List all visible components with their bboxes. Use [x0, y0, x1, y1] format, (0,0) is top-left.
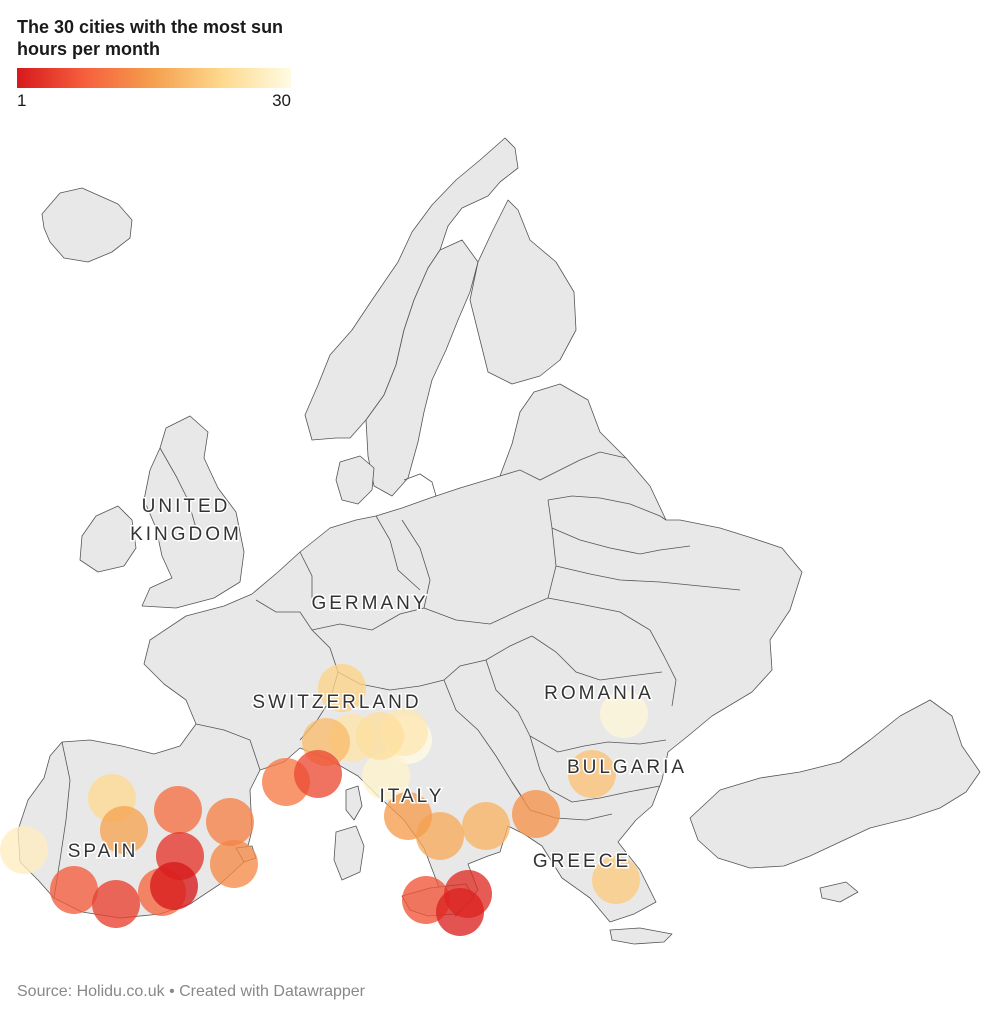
city-marker-rank-5[interactable] [92, 880, 140, 928]
denmark-shape [335, 455, 375, 505]
border-line [375, 515, 421, 591]
border-line [423, 499, 557, 625]
finland-shape [469, 199, 577, 385]
color-legend: 1 30 [17, 68, 291, 110]
border-line [529, 735, 661, 803]
crete-shape [609, 927, 673, 945]
city-marker-rank-16[interactable] [100, 806, 148, 854]
germany-label: GERMANY [311, 593, 428, 614]
border-line [531, 635, 663, 681]
city-marker-rank-24[interactable] [356, 712, 404, 760]
city-marker-rank-12[interactable] [206, 798, 254, 846]
city-marker-rank-6[interactable] [294, 750, 342, 798]
ireland-shape [79, 505, 137, 573]
city-marker-rank-29[interactable] [600, 690, 648, 738]
border-line [195, 723, 261, 771]
sardinia-shape [333, 825, 365, 881]
bulgaria-label: BULGARIA [567, 757, 687, 778]
border-line [255, 599, 339, 741]
border-line [159, 447, 197, 529]
uk-shape [141, 415, 245, 609]
city-markers [0, 664, 648, 936]
sweden-shape [365, 239, 479, 497]
border-line [499, 451, 627, 481]
city-marker-rank-10[interactable] [154, 786, 202, 834]
legend-max-label: 30 [272, 91, 291, 110]
legend-min-label: 1 [17, 91, 27, 110]
city-marker-rank-27[interactable] [0, 826, 48, 874]
corsica-shape [345, 785, 363, 821]
border-line [311, 519, 431, 631]
city-marker-rank-15[interactable] [384, 792, 432, 840]
city-marker-rank-18[interactable] [462, 802, 510, 850]
uk-label-line1: UNITED [142, 496, 231, 517]
cyprus-shape [819, 881, 859, 903]
city-marker-rank-14[interactable] [512, 790, 560, 838]
city-marker-rank-21[interactable] [592, 856, 640, 904]
italy-label: ITALY [380, 786, 445, 807]
greece-label: GREECE [533, 851, 631, 872]
border-line [555, 565, 741, 591]
country-borders [53, 447, 741, 899]
border-line [299, 551, 313, 600]
legend-labels: 1 30 [17, 88, 291, 110]
city-marker-rank-22[interactable] [318, 664, 366, 712]
chart-title: The 30 cities with the most sun hours pe… [17, 17, 284, 59]
iceland-shape [41, 187, 133, 263]
city-marker-rank-8[interactable] [50, 866, 98, 914]
switzerland-label: SWITZERLAND [252, 692, 421, 713]
border-line [403, 473, 437, 497]
city-marker-rank-13[interactable] [210, 840, 258, 888]
border-line [547, 597, 677, 707]
legend-gradient-bar [17, 68, 291, 88]
city-marker-rank-1[interactable] [150, 862, 198, 910]
spain-label: SPAIN [68, 841, 139, 862]
border-line [551, 527, 691, 555]
romania-label: ROMANIA [544, 683, 654, 704]
uk-label-line2: KINGDOM [130, 524, 242, 545]
city-marker-rank-20[interactable] [568, 750, 616, 798]
city-marker-rank-28[interactable] [362, 752, 410, 800]
city-marker-rank-2[interactable] [436, 888, 484, 936]
country-labels: UNITED KINGDOM GERMANY SWITZERLAND ROMAN… [66, 495, 687, 874]
border-line [485, 659, 667, 753]
border-line [547, 495, 667, 521]
turkey-shape [689, 699, 981, 869]
source-note: Source: Holidu.co.uk • Created with Data… [17, 983, 365, 1000]
